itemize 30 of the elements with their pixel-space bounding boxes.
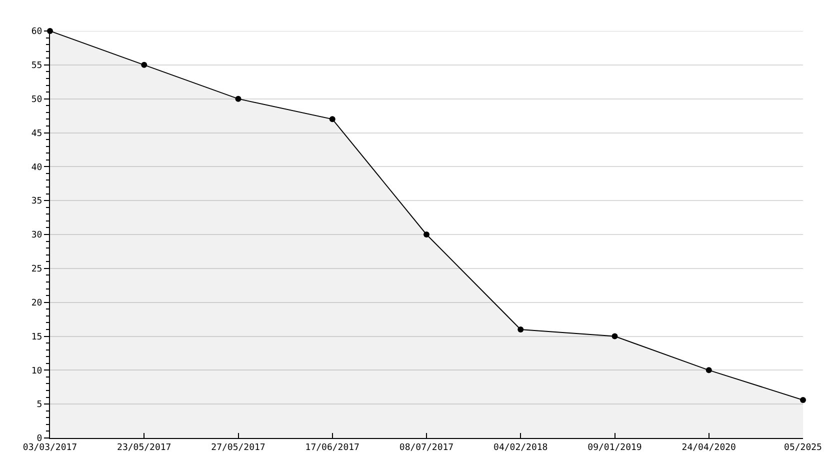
point [800, 397, 806, 404]
y-tick-label: 35 [31, 196, 42, 207]
y-tick-label: 40 [31, 162, 42, 173]
y-tick-label: 45 [31, 128, 42, 139]
point [141, 62, 148, 68]
x-tick-label: 05/2025 [784, 442, 822, 453]
x-tick-label: 04/02/2018 [494, 442, 548, 453]
y-tick-label: 15 [31, 332, 42, 342]
y-tick-label: 60 [31, 27, 42, 38]
point [612, 333, 618, 340]
y-tick-label: 30 [31, 230, 42, 241]
x-tick-label: 08/07/2017 [399, 442, 454, 453]
y-tick-label: 20 [31, 298, 42, 308]
x-tick-label: 27/05/2017 [211, 442, 266, 453]
y-tick-label: 50 [31, 94, 42, 105]
x-tick-label: 24/04/2020 [682, 442, 736, 453]
y-tick-label: 5 [36, 400, 42, 410]
y-tick-label: 55 [31, 61, 42, 72]
point [235, 96, 242, 102]
y-tick-label: 10 [31, 366, 42, 376]
point [329, 116, 336, 122]
point [706, 367, 712, 374]
x-tick-label: 09/01/2019 [588, 442, 642, 453]
x-tick-label: 23/05/2017 [117, 442, 172, 453]
y-tick-label: 0 [36, 434, 42, 444]
x-tick-label: 03/03/2017 [22, 442, 78, 453]
x-tick-label: 17/06/2017 [305, 442, 360, 453]
point [424, 232, 430, 238]
y-tick-label: 25 [31, 264, 42, 275]
point [518, 326, 524, 332]
